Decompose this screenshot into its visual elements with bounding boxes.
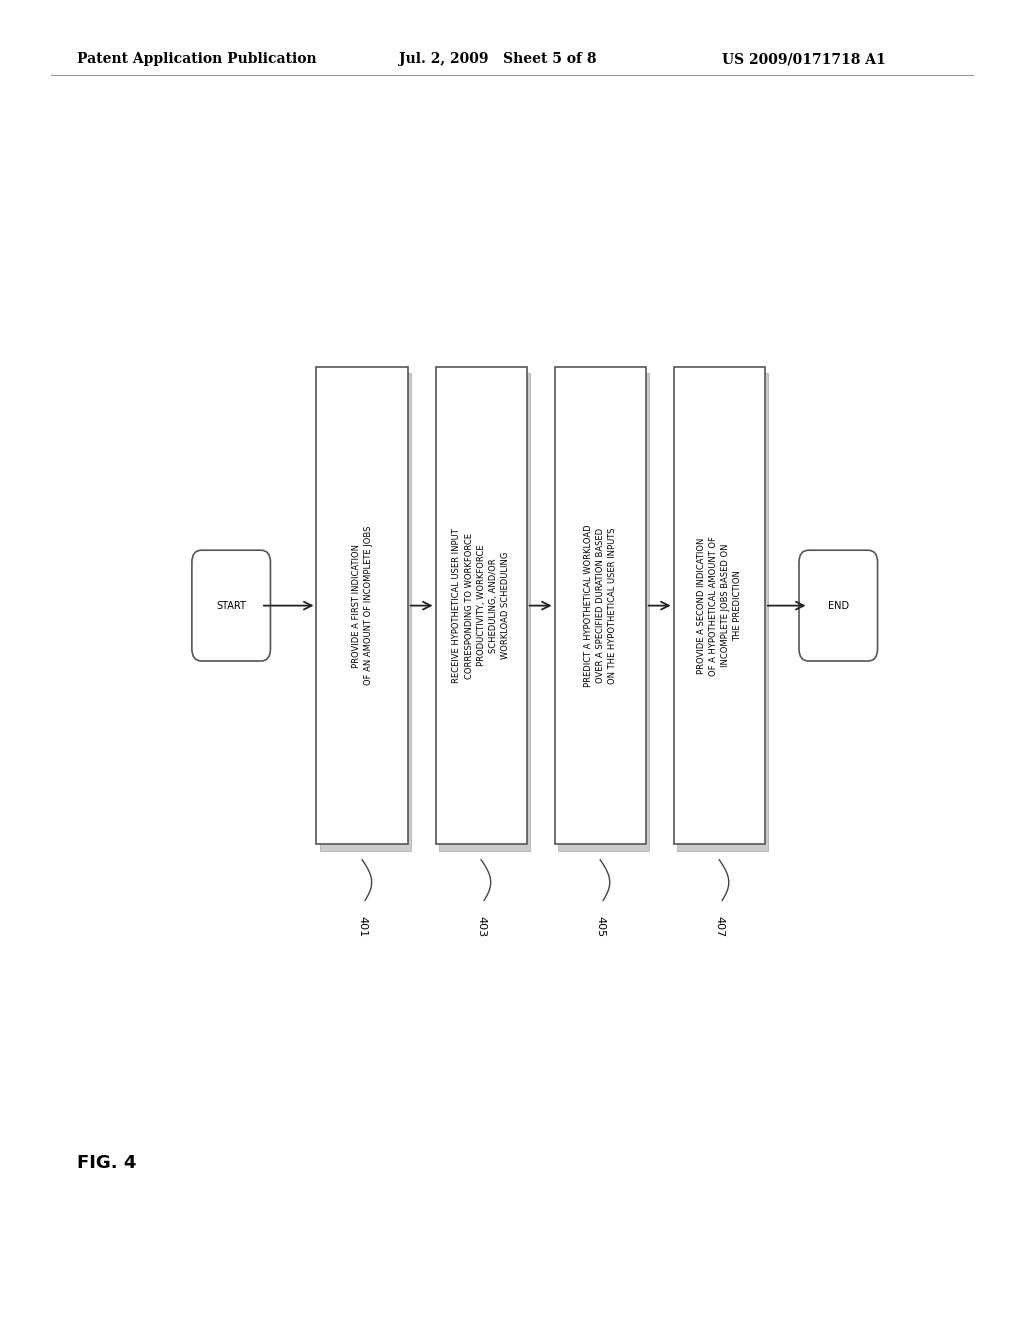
FancyBboxPatch shape [191,550,270,661]
Text: 403: 403 [476,916,486,937]
Text: PROVIDE A SECOND INDICATION
OF A HYPOTHETICAL AMOUNT OF
INCOMPLETE JOBS BASED ON: PROVIDE A SECOND INDICATION OF A HYPOTHE… [696,536,742,676]
FancyBboxPatch shape [438,372,530,850]
Text: Patent Application Publication: Patent Application Publication [77,53,316,66]
Text: 407: 407 [714,916,724,937]
Text: 401: 401 [357,916,368,937]
Text: Jul. 2, 2009   Sheet 5 of 8: Jul. 2, 2009 Sheet 5 of 8 [399,53,597,66]
FancyBboxPatch shape [555,367,646,845]
FancyBboxPatch shape [435,367,526,845]
FancyBboxPatch shape [316,367,408,845]
Text: FIG. 4: FIG. 4 [77,1154,136,1172]
FancyBboxPatch shape [799,550,878,661]
FancyBboxPatch shape [319,372,411,850]
Text: PREDICT A HYPOTHETICAL WORKLOAD
OVER A SPECIFIED DURATION BASED
ON THE HYPOTHETI: PREDICT A HYPOTHETICAL WORKLOAD OVER A S… [584,524,616,686]
Text: US 2009/0171718 A1: US 2009/0171718 A1 [722,53,886,66]
Text: RECEIVE HYPOTHETICAL USER INPUT
CORRESPONDING TO WORKFORCE
PRODUCTIVITY, WORKFOR: RECEIVE HYPOTHETICAL USER INPUT CORRESPO… [453,528,510,682]
Text: PROVIDE A FIRST INDICATION
OF AN AMOUNT OF INCOMPLETE JOBS: PROVIDE A FIRST INDICATION OF AN AMOUNT … [351,525,373,685]
FancyBboxPatch shape [677,372,768,850]
FancyBboxPatch shape [558,372,649,850]
Text: END: END [827,601,849,611]
Text: 405: 405 [595,916,605,937]
Text: START: START [216,601,246,611]
FancyBboxPatch shape [674,367,765,845]
